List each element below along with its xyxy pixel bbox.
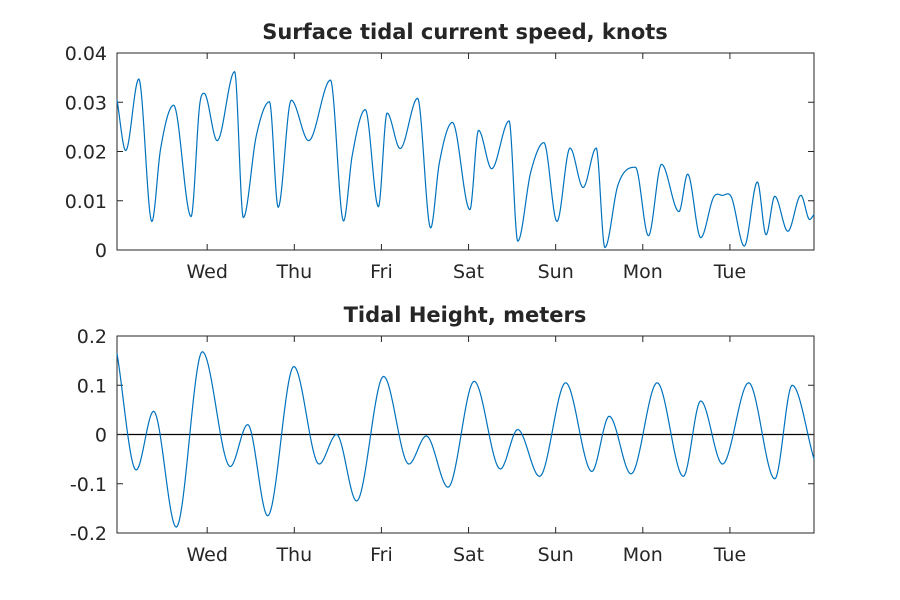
y-tick-label: -0.2 (70, 523, 107, 545)
x-tick-label: Tue (713, 261, 746, 283)
series-line (116, 70, 815, 249)
x-tick-label: Thu (275, 261, 312, 283)
x-tick-label: Sat (453, 544, 484, 566)
x-axis: Wed Thu Fri Sat Sun Mon Tue (186, 336, 746, 566)
plot-area-frame (116, 52, 815, 251)
y-tick-label: 0 (95, 425, 107, 447)
x-tick-label: Mon (623, 261, 663, 283)
y-tick-label: 0.03 (65, 92, 107, 114)
y-tick-label: -0.1 (70, 474, 107, 496)
current-speed-chart: Surface tidal current speed, knots 0 0.01… (65, 20, 815, 283)
y-axis: -0.2 -0.1 0 0.1 0.2 (70, 326, 814, 545)
y-tick-label: 0.01 (65, 191, 107, 213)
y-tick-label: 0.02 (65, 142, 107, 164)
y-tick-label: 0.04 (65, 43, 107, 65)
x-tick-label: Fri (370, 261, 393, 283)
x-tick-label: Sat (453, 261, 484, 283)
y-tick-label: 0 (95, 240, 107, 262)
y-tick-label: 0.1 (77, 375, 107, 397)
x-tick-label: Thu (275, 544, 312, 566)
tidal-height-chart: Tidal Height, meters -0.2 -0.1 0 0.1 0.2 Wed… (70, 303, 815, 566)
x-tick-label: Mon (623, 544, 663, 566)
x-tick-label: Wed (186, 261, 227, 283)
y-tick-label: 0.2 (77, 326, 107, 348)
x-tick-label: Tue (713, 544, 746, 566)
y-axis: 0 0.01 0.02 0.03 0.04 (65, 43, 814, 262)
chart-title: Surface tidal current speed, knots (262, 20, 668, 44)
chart-title: Tidal Height, meters (344, 303, 587, 327)
x-tick-label: Fri (370, 544, 393, 566)
x-tick-label: Sun (538, 261, 574, 283)
x-tick-label: Sun (538, 544, 574, 566)
x-axis: Wed Thu Fri Sat Sun Mon Tue (186, 53, 746, 283)
x-tick-label: Wed (186, 544, 227, 566)
series-line (116, 351, 815, 528)
